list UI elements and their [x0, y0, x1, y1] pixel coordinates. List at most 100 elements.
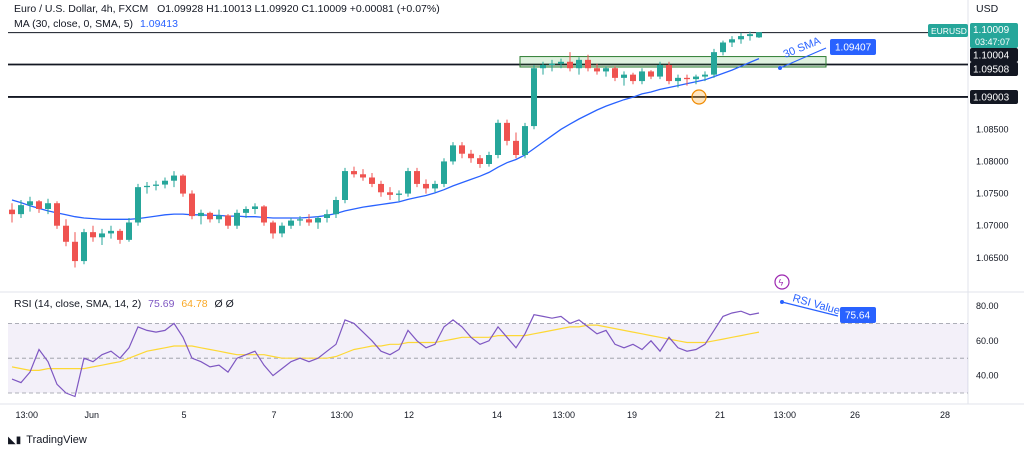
level-badge [970, 48, 1018, 62]
time-tick-label: Jun [85, 410, 100, 420]
candle-body [621, 74, 627, 78]
level-badge-label: 1.09003 [973, 92, 1010, 103]
candle-body [675, 77, 681, 82]
rsi-annotation-arrow [781, 301, 839, 317]
candle-body [504, 122, 510, 141]
candle-body [648, 71, 654, 77]
rsi-value: 75.69 [148, 298, 175, 310]
last-price-badge [970, 23, 1018, 48]
currency-label: USD [976, 3, 999, 15]
symbol-title: Euro / U.S. Dollar, 4h, FXCM O1.09928 H1… [14, 3, 440, 15]
candle-body [207, 212, 213, 220]
candle-body [639, 71, 645, 82]
price-tick-label: 1.07500 [976, 189, 1009, 199]
candle-body [81, 232, 87, 262]
candle-body [261, 206, 267, 223]
candle-body [702, 74, 708, 77]
level-badge [970, 89, 1018, 104]
lightning-icon [774, 274, 790, 290]
sma-value-badge [830, 39, 876, 55]
symbol-badge [928, 24, 968, 37]
candle-body [216, 215, 222, 220]
time-tick-label: 13:00 [553, 410, 576, 420]
candle-body [333, 200, 339, 215]
candle-body [738, 36, 744, 40]
candle-body [144, 185, 150, 188]
candle-body [729, 39, 735, 43]
symbol-badge-label: EURUSD [931, 26, 967, 36]
candle-body [405, 171, 411, 194]
candle-body [171, 175, 177, 181]
candle-body [414, 171, 420, 184]
price-tick-label: 1.08500 [976, 124, 1009, 134]
candle-body [288, 220, 294, 226]
candle-body [180, 175, 186, 194]
candle-body [666, 65, 672, 82]
sma-value-badge-label: 1.09407 [835, 43, 872, 54]
price-tick-label: 1.08000 [976, 156, 1009, 166]
tradingview-logo[interactable]: ◣▮ TradingView [8, 434, 87, 446]
last-price-label: 1.10009 [973, 25, 1010, 36]
candle-body [387, 192, 393, 195]
level-badge-label: 1.10004 [973, 51, 1010, 62]
candle-body [315, 218, 321, 223]
candle-body [585, 59, 591, 69]
candle-body [360, 174, 366, 178]
rsi-line [11, 310, 760, 398]
candle-body [54, 203, 60, 226]
candle-body [72, 241, 78, 262]
candle-body [270, 222, 276, 234]
sma-annotation-arrow [779, 47, 827, 69]
sma-30-line [11, 58, 760, 220]
time-tick-label: 13:00 [16, 410, 39, 420]
candle-body [513, 140, 519, 155]
candle-body [342, 171, 348, 200]
candle-body [522, 126, 528, 155]
rsi-annotation-dot [780, 300, 784, 304]
candle-body [693, 76, 699, 80]
candle-body [135, 187, 141, 223]
candle-body [549, 63, 555, 65]
candle-body [603, 68, 609, 72]
candle-body [162, 180, 168, 185]
rsi-legend: RSI (14, close, SMA, 14, 2) 75.69 64.78 … [14, 298, 234, 310]
candle-body [477, 158, 483, 164]
candle-body [279, 225, 285, 234]
candle-body [36, 201, 42, 209]
candle-body [567, 61, 573, 69]
price-tick-label: 1.06500 [976, 253, 1009, 263]
time-tick-label: 5 [182, 410, 187, 420]
candle-body [243, 209, 249, 213]
candle-body [378, 183, 384, 193]
symbol-line: Euro / U.S. Dollar, 4h, FXCM [14, 3, 149, 15]
candle-body [747, 34, 753, 37]
ohlc-values: O1.09928 H1.10013 L1.09920 C1.10009 +0.0… [157, 3, 440, 15]
candle-body [720, 42, 726, 53]
candle-body [189, 193, 195, 217]
time-tick-label: 7 [272, 410, 277, 420]
time-tick-label: 26 [850, 410, 860, 420]
candle-body [657, 65, 663, 77]
time-tick-label: 21 [715, 410, 725, 420]
candle-body [612, 68, 618, 78]
candle-body [45, 203, 51, 209]
candle-body [369, 177, 375, 184]
sma-annotation-dot [778, 66, 782, 70]
rsi-value-badge [840, 307, 876, 323]
ma-value: 1.09413 [139, 18, 178, 30]
countdown-label: 03:47:07 [975, 37, 1010, 47]
lightning-glyph: ϟ [779, 278, 784, 288]
level-badge [970, 62, 1018, 76]
price-tick-label: 1.07000 [976, 221, 1009, 231]
candle-body [432, 183, 438, 189]
candle-body [198, 212, 204, 217]
candle-body [306, 219, 312, 223]
candle-body [531, 68, 537, 127]
rsi-sma-value: 64.78 [181, 298, 208, 310]
candle-body [297, 219, 303, 221]
time-tick-label: 13:00 [331, 410, 354, 420]
level-badge-label: 1.09508 [973, 65, 1010, 76]
candle-body [684, 77, 690, 80]
candle-body [90, 232, 96, 238]
